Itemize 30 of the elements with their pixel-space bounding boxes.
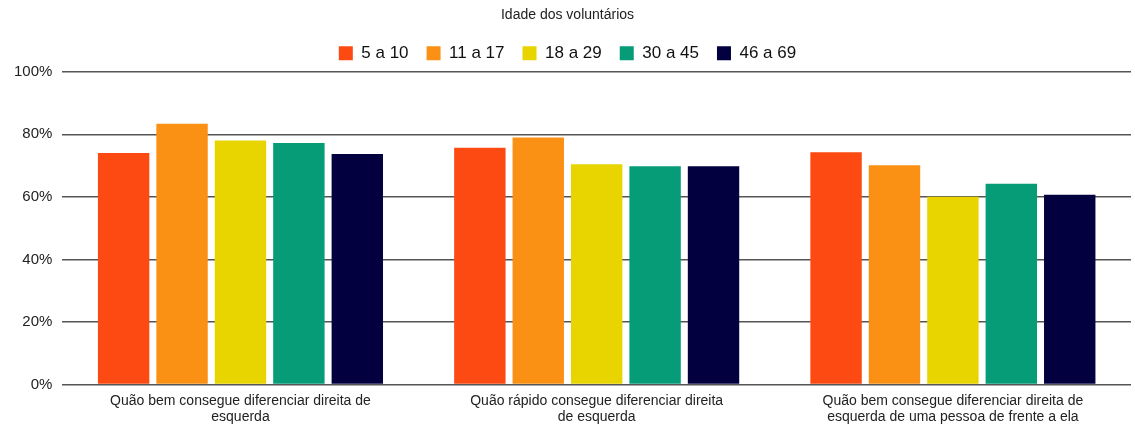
y-tick-label: 40% [22,249,53,267]
x-tick-label: Quão rápido consegue diferenciar direita de esquerda [470,391,724,425]
bar [629,166,681,384]
bar [331,154,384,384]
bar [512,137,564,384]
legend-label: 11 a 17 [449,42,505,62]
y-tick-label: 60% [22,186,53,204]
y-tick-label: 0% [30,374,53,392]
x-tick-label: Quão bem consegue diferenciar direita de esquerda [110,391,372,425]
bar [454,147,506,384]
legend-label: 5 a 10 [361,42,409,62]
bar [687,166,740,384]
bar [214,140,267,384]
bar [97,153,150,384]
bar [985,183,1038,384]
bar [156,123,208,384]
bar [868,165,921,384]
legend-title: Idade dos voluntários [500,5,635,22]
legend-label: 46 a 69 [739,42,797,62]
x-tick-label: Quão bem consegue diferenciar direita de esquerda de uma pessoa de frente a ela [822,391,1084,425]
bar [1044,194,1096,384]
bar [810,152,862,384]
y-tick-label: 20% [22,312,53,330]
y-tick-label: 100% [13,61,53,79]
bar [570,164,623,384]
bar [927,196,979,384]
y-tick-label: 80% [22,124,53,142]
bar [273,143,325,384]
legend-label: 18 a 29 [545,42,602,62]
legend-label: 30 a 45 [642,42,699,62]
